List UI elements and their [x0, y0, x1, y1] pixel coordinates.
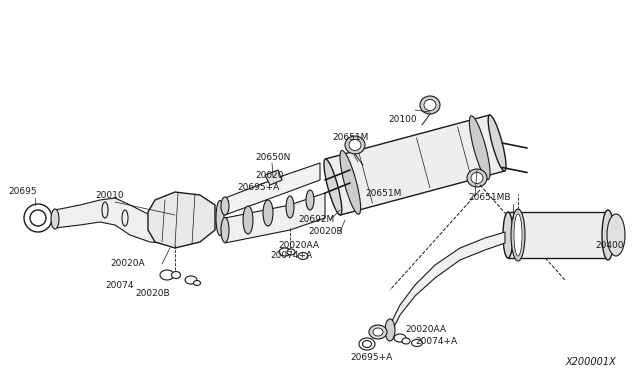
Ellipse shape: [221, 218, 229, 243]
Ellipse shape: [362, 340, 371, 347]
Ellipse shape: [503, 212, 513, 258]
Text: 20651MB: 20651MB: [468, 193, 511, 202]
Ellipse shape: [345, 136, 365, 154]
Text: 20692M: 20692M: [298, 215, 334, 224]
Text: 20695+A: 20695+A: [350, 353, 392, 362]
Ellipse shape: [394, 334, 406, 342]
Ellipse shape: [279, 248, 291, 256]
Text: 20020B: 20020B: [135, 289, 170, 298]
Polygon shape: [390, 232, 505, 335]
Polygon shape: [225, 163, 320, 215]
Text: 20100: 20100: [388, 115, 417, 125]
Ellipse shape: [602, 210, 614, 260]
Text: 20074+A: 20074+A: [415, 337, 457, 346]
Text: 20020B: 20020B: [308, 228, 342, 237]
Ellipse shape: [298, 253, 308, 260]
Ellipse shape: [385, 319, 395, 341]
Ellipse shape: [373, 328, 383, 336]
Ellipse shape: [467, 169, 487, 187]
Ellipse shape: [424, 99, 436, 110]
Text: 20651M: 20651M: [332, 134, 369, 142]
Ellipse shape: [511, 209, 525, 261]
Text: 20695+A: 20695+A: [237, 183, 279, 192]
Text: 20400: 20400: [595, 241, 623, 250]
Ellipse shape: [287, 249, 295, 255]
Ellipse shape: [402, 338, 410, 344]
Ellipse shape: [306, 190, 314, 210]
Ellipse shape: [172, 272, 180, 279]
Text: 20020A: 20020A: [110, 260, 145, 269]
Polygon shape: [325, 115, 504, 215]
Ellipse shape: [216, 201, 224, 235]
Text: X200001X: X200001X: [565, 357, 616, 367]
Ellipse shape: [359, 338, 375, 350]
Ellipse shape: [349, 140, 361, 151]
Ellipse shape: [185, 276, 197, 284]
Text: 20695: 20695: [8, 187, 36, 196]
Polygon shape: [55, 198, 180, 243]
Ellipse shape: [51, 209, 59, 229]
Ellipse shape: [193, 280, 200, 285]
Ellipse shape: [488, 115, 506, 171]
Ellipse shape: [340, 150, 360, 214]
Ellipse shape: [471, 173, 483, 183]
Ellipse shape: [607, 214, 625, 256]
Text: 20651M: 20651M: [365, 189, 401, 198]
Circle shape: [30, 210, 46, 226]
Circle shape: [24, 204, 52, 232]
Text: 20020AA: 20020AA: [278, 241, 319, 250]
Text: 20010: 20010: [95, 192, 124, 201]
Text: 20074: 20074: [105, 280, 134, 289]
Text: 20020: 20020: [255, 170, 284, 180]
Text: 20074+A: 20074+A: [270, 250, 312, 260]
Text: 20020AA: 20020AA: [405, 326, 446, 334]
Ellipse shape: [221, 197, 229, 215]
Polygon shape: [508, 212, 608, 258]
Ellipse shape: [177, 215, 187, 241]
Polygon shape: [225, 193, 325, 243]
Ellipse shape: [243, 206, 253, 234]
Polygon shape: [148, 192, 215, 248]
Text: 20650N: 20650N: [255, 154, 291, 163]
Ellipse shape: [286, 196, 294, 218]
Polygon shape: [265, 170, 282, 185]
Ellipse shape: [324, 159, 342, 215]
Ellipse shape: [263, 200, 273, 226]
Ellipse shape: [420, 96, 440, 114]
Ellipse shape: [160, 270, 174, 280]
Ellipse shape: [412, 340, 422, 346]
Ellipse shape: [514, 214, 522, 256]
Ellipse shape: [469, 116, 490, 180]
Ellipse shape: [369, 325, 387, 339]
